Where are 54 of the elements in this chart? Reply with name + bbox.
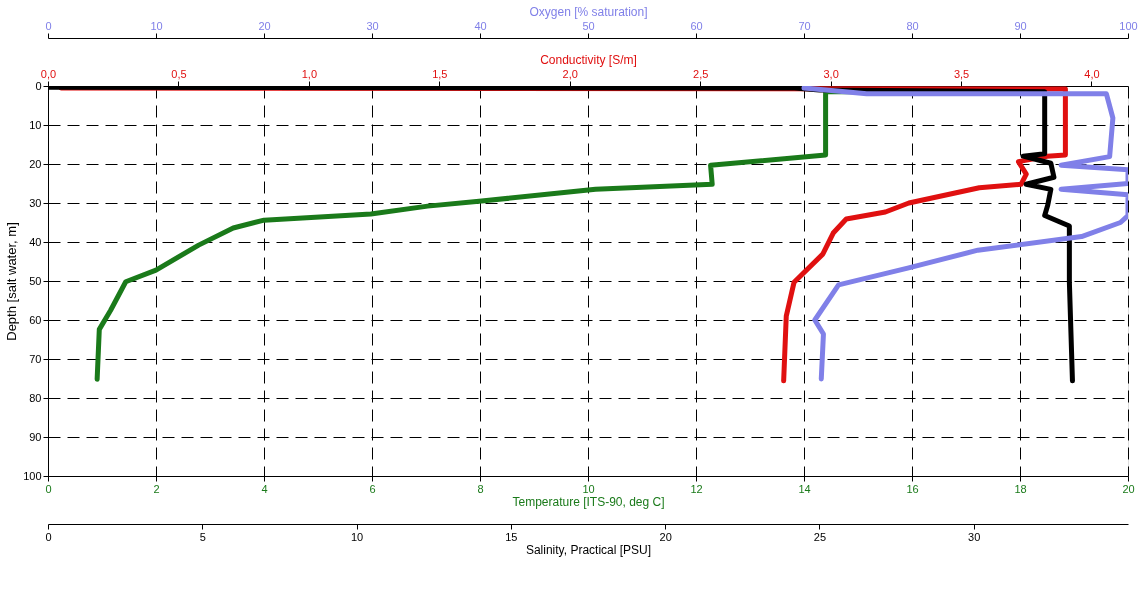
x2-tick-label: 60 — [690, 19, 703, 32]
x-tick-label: 5 — [199, 530, 206, 543]
x-tick-label: 20 — [659, 530, 672, 543]
x2-tick-label: 4,0 — [1084, 67, 1100, 80]
x-tick-label: 8 — [477, 482, 484, 495]
y-tick-label: 60 — [29, 313, 42, 326]
y-tick-label: 10 — [29, 118, 42, 131]
y-tick-label: 50 — [29, 274, 42, 287]
x-tick-label: 12 — [690, 482, 703, 495]
y-tick-label: 80 — [29, 391, 42, 404]
x2-tick-label: 1,0 — [301, 67, 318, 80]
x2-tick-label: 10 — [150, 19, 163, 32]
x-tick-label: 25 — [813, 530, 827, 543]
x2-tick-label: 2,5 — [693, 67, 709, 80]
x-axis-title: Temperature [ITS-90, deg C] — [512, 494, 665, 509]
y-axis-title: Depth [salt water, m] — [4, 222, 20, 341]
x2-tick-label: 20 — [258, 19, 271, 32]
x-tick-label: 4 — [261, 482, 268, 495]
x2-tick-label: 0,5 — [171, 67, 187, 80]
y-tick-label: 0 — [35, 79, 42, 92]
y-tick-label: 30 — [29, 196, 42, 209]
x-tick-label: 15 — [505, 530, 518, 543]
x2-tick-label: 0 — [45, 19, 52, 32]
x-tick-label: 0 — [45, 530, 52, 543]
y-tick-label: 20 — [29, 157, 42, 170]
x-tick-label: 0 — [45, 482, 52, 495]
x2-tick-label: 2,0 — [562, 67, 578, 80]
x2-tick-label: 70 — [798, 19, 811, 32]
y-tick-label: 90 — [29, 430, 42, 443]
x2-tick-label: 1,5 — [432, 67, 448, 80]
x-tick-label: 30 — [968, 530, 981, 543]
y-tick-label: 100 — [23, 469, 42, 482]
x2-tick-label: 80 — [906, 19, 919, 32]
y-tick-label: 70 — [29, 352, 42, 365]
x-axis-title: Salinity, Practical [PSU] — [525, 542, 652, 557]
y-tick-label: 40 — [29, 235, 42, 248]
x2-tick-label: 100 — [1119, 19, 1138, 32]
x-tick-label: 10 — [582, 482, 595, 495]
x2-tick-label: 30 — [366, 19, 379, 32]
x-tick-label: 14 — [798, 482, 811, 495]
x-tick-label: 20 — [1122, 482, 1135, 495]
x-tick-label: 18 — [1014, 482, 1027, 495]
x2-tick-label: 3,0 — [823, 67, 839, 80]
x-tick-label: 10 — [350, 530, 364, 543]
x2-tick-label: 0,0 — [40, 67, 57, 80]
x2-tick-label: 90 — [1014, 19, 1027, 32]
x-tick-label: 16 — [906, 482, 919, 495]
x2-tick-label: 3,5 — [953, 67, 970, 80]
x-tick-label: 6 — [369, 482, 376, 495]
x-tick-label: 2 — [153, 482, 160, 495]
x2-tick-label: 40 — [474, 19, 487, 32]
x2-axis-title: Conductivity [S/m] — [540, 52, 637, 67]
x2-tick-label: 50 — [582, 19, 595, 32]
x2-axis-title: Oxygen [% saturation] — [529, 4, 648, 19]
